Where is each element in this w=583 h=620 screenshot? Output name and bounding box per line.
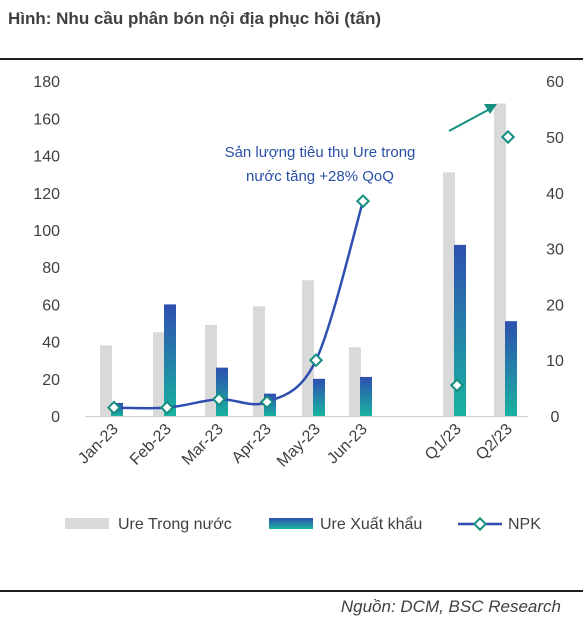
bar-ure-domestic	[443, 172, 455, 416]
left-tick-label: 180	[33, 74, 60, 91]
chart-title: Hình: Nhu cầu phân bón nội địa phục hồi …	[8, 9, 382, 28]
right-tick-label: 10	[546, 353, 564, 370]
bar-ure-domestic	[153, 332, 165, 416]
right-tick-label: 30	[546, 242, 564, 259]
npk-marker	[449, 378, 465, 393]
legend-swatch-domestic	[65, 518, 109, 529]
x-axis: Jan-23 Feb-23 Mar-23 Apr-23 May-23 Jun-23 Q1/2…	[75, 421, 516, 471]
right-tick-label: 20	[546, 297, 564, 314]
npk-marker	[500, 129, 516, 145]
npk-marker	[106, 400, 122, 415]
bar-ure-domestic	[100, 345, 112, 416]
x-tick-label: May-23	[274, 421, 324, 471]
right-axis: 0 10 20 30 40 50 60	[546, 74, 564, 426]
bar-ure-export	[505, 321, 517, 416]
chart: 0 20 40 60 80 100 120 140 160 180 0 10 20 30 40 50 60 J…	[33, 74, 564, 533]
bar-ure-domestic	[302, 280, 314, 416]
annotation-arrow-line	[448, 109, 489, 132]
legend-label-npk: NPK	[508, 516, 541, 533]
annotation-text: nước tăng +28% QoQ	[246, 168, 394, 185]
bottom-rule	[0, 590, 583, 592]
x-tick-label: Jun-23	[324, 421, 371, 468]
annotation: Sản lượng tiêu thụ Ure trong nước tăng +2…	[225, 104, 497, 185]
bar-ure-export	[216, 367, 228, 416]
npk-marker	[308, 353, 324, 368]
left-tick-label: 40	[42, 335, 60, 352]
left-tick-label: 60	[42, 297, 60, 314]
x-tick-label: Feb-23	[127, 421, 175, 469]
legend-label-domestic: Ure Trong nước	[118, 516, 232, 533]
left-tick-label: 140	[33, 149, 60, 166]
annotation-arrowhead	[484, 104, 497, 114]
left-axis: 0 20 40 60 80 100 120 140 160 180	[33, 74, 60, 426]
npk-marker	[159, 400, 175, 415]
right-tick-label: 40	[546, 186, 564, 203]
left-tick-label: 20	[42, 372, 60, 389]
npk-marker	[211, 392, 227, 407]
x-tick-label: Mar-23	[179, 421, 227, 469]
left-tick-label: 100	[33, 223, 60, 240]
annotation-text: Sản lượng tiêu thụ Ure trong	[225, 144, 416, 161]
top-rule	[0, 58, 583, 60]
bar-ure-export	[360, 376, 372, 416]
left-tick-label: 80	[42, 260, 60, 277]
npk-marker	[355, 194, 371, 209]
legend-label-export: Ure Xuất khẩu	[320, 515, 422, 533]
bar-ure-domestic	[494, 103, 506, 416]
x-tick-label: Q1/23	[422, 421, 465, 464]
right-tick-label: 60	[546, 74, 564, 91]
legend-swatch-export	[269, 518, 313, 529]
npk-marker	[259, 394, 275, 410]
bar-ure-domestic	[349, 347, 361, 416]
bar-ure-export	[164, 304, 176, 416]
npk-series	[106, 129, 516, 415]
left-tick-label: 0	[51, 409, 60, 426]
source-note: Nguồn: DCM, BSC Research	[340, 597, 561, 616]
x-tick-label: Apr-23	[229, 421, 275, 467]
bar-ure-domestic	[253, 306, 265, 416]
x-tick-label: Q2/23	[473, 421, 516, 464]
right-tick-label: 0	[551, 409, 560, 426]
legend: Ure Trong nước Ure Xuất khẩu NPK	[65, 515, 541, 533]
bar-ure-domestic	[205, 324, 217, 416]
bar-ure-export	[313, 378, 325, 416]
bar-ure-export	[454, 244, 466, 416]
x-tick-label: Jan-23	[75, 421, 122, 468]
right-tick-label: 50	[546, 130, 564, 147]
left-tick-label: 160	[33, 111, 60, 128]
npk-line	[113, 200, 365, 410]
left-tick-label: 120	[33, 186, 60, 203]
legend-swatch-npk-marker	[472, 516, 488, 532]
